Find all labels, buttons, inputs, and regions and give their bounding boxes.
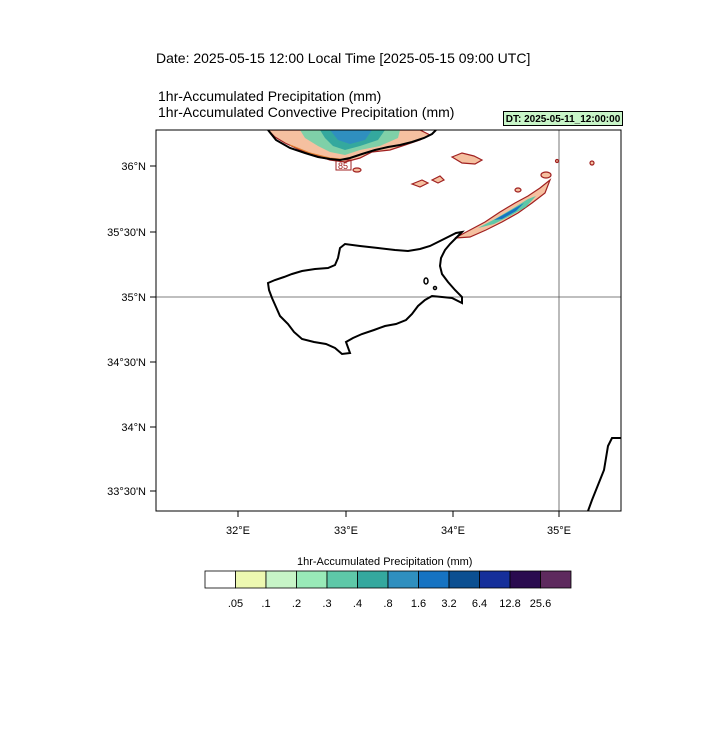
legend-swatch [235,570,267,589]
dt-badge: DT: 2025-05-11_12:00:00 [503,111,623,126]
legend-swatch [479,570,511,589]
lon-label-34e: 34°E [441,525,465,537]
legend-swatch [418,570,450,589]
legend-level-label: .1 [261,598,270,610]
legend-level-label: 6.4 [472,598,487,610]
lat-label-35n: 35°N [121,292,146,304]
lon-label-35e: 35°E [547,525,571,537]
legend-swatch [448,570,480,589]
legend-level-label: .4 [353,598,362,610]
variable-title-convective: 1hr-Accumulated Convective Precipitation… [158,104,455,120]
precip-ne-band [454,178,552,239]
legend-swatch [204,570,236,589]
legend-swatch [357,570,389,589]
precip-cells [352,152,595,193]
islet [423,277,429,285]
legend-level-label: 1.6 [411,598,426,610]
contour-label: 85 [338,161,348,171]
legend-swatch [540,570,572,589]
date-title: Date: 2025-05-15 12:00 Local Time [2025-… [156,50,531,66]
lon-axis: 32°E 33°E 34°E 35°E [226,511,571,537]
legend-level-label: .8 [383,598,392,610]
legend-level-label: 12.8 [499,598,520,610]
legend-level-label: 3.2 [441,598,456,610]
precip-turkey-coast: 85 [267,130,432,171]
islet [432,285,438,291]
lon-label-33e: 33°E [334,525,358,537]
levant-coastline [587,437,621,511]
lat-label-34n: 34°N [121,422,146,434]
legend-swatch [326,570,358,589]
legend-labels: .05 .1 .2 .3 .4 .8 1.6 3.2 6.4 12.8 25.6 [228,598,551,610]
turkey-coastline [267,130,437,162]
legend-title: 1hr-Accumulated Precipitation (mm) [297,556,473,568]
lat-label-34-30n: 34°30'N [107,357,146,369]
variable-title-precipitation: 1hr-Accumulated Precipitation (mm) [158,88,382,104]
legend-swatch [387,570,419,589]
lat-label-36n: 36°N [121,161,146,173]
cyprus-coastline [266,230,465,356]
legend-colorbar [204,570,572,589]
map-area: 85 [156,130,621,511]
legend-swatch [509,570,541,589]
map-frame [155,129,622,512]
lat-label-33-30n: 33°30'N [107,486,146,498]
legend-swatch [265,570,297,589]
lat-label-35-30n: 35°30'N [107,227,146,239]
legend-level-label: .2 [292,598,301,610]
legend-level-label: .3 [322,598,331,610]
lon-label-32e: 32°E [226,525,250,537]
legend-level-label: 25.6 [530,598,551,610]
legend-swatch [296,570,328,589]
lat-axis: 36°N 35°30'N 35°N 34°30'N 34°N 33°30'N [107,161,156,498]
legend-level-label: .05 [228,598,243,610]
